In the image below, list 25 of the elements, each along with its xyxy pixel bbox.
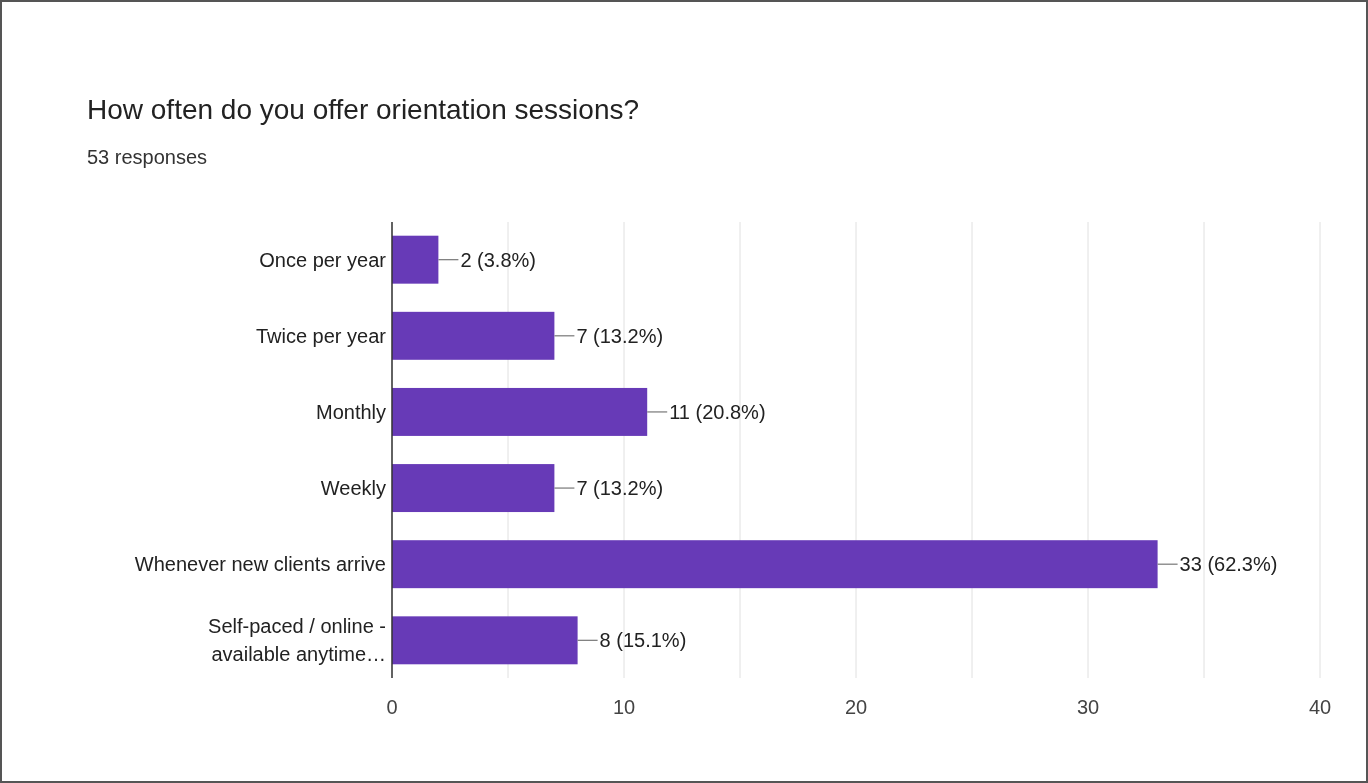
data-label: 8 (15.1%) — [599, 629, 687, 652]
y-tick-label: Monthly — [315, 400, 386, 423]
x-tick-label: 30 — [1076, 696, 1100, 718]
chart-title: How often do you offer orientation sessions? — [87, 94, 640, 125]
data-label: 7 (13.2%) — [576, 477, 664, 500]
x-tick-label: 10 — [612, 696, 636, 718]
y-tick-label: Self-paced / online - available anytime… — [208, 615, 386, 666]
bar — [392, 311, 555, 360]
bar — [392, 235, 439, 284]
bar — [392, 616, 578, 665]
x-tick-label: 20 — [844, 696, 868, 718]
y-tick-label: Twice per year — [255, 324, 387, 347]
text: 53 responses — [87, 146, 208, 168]
data-label: 33 (62.3%) — [1179, 553, 1278, 576]
x-tick-label: 40 — [1308, 696, 1332, 718]
bar — [392, 464, 555, 513]
data-label: 7 (13.2%) — [576, 324, 664, 347]
x-tick-label: 0 — [386, 696, 398, 718]
bar — [392, 540, 1158, 589]
y-tick-label: Whenever new clients arrive — [134, 553, 386, 576]
y-tick-label: Weekly — [320, 477, 386, 500]
y-tick-label: Once per year — [259, 248, 387, 271]
bar — [392, 387, 648, 436]
data-label: 11 (20.8%) — [669, 400, 766, 423]
data-label: 2 (3.8%) — [460, 248, 536, 271]
